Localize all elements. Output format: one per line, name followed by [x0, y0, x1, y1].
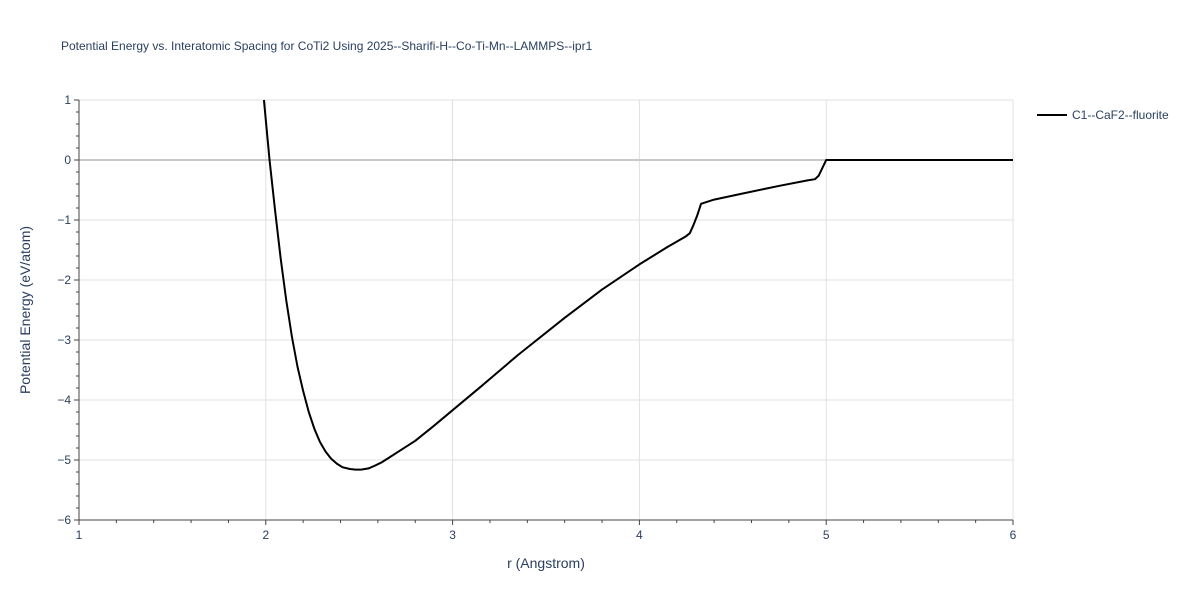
x-axis-title: r (Angstrom): [507, 555, 585, 571]
axis-layer: [74, 99, 1014, 525]
y-tick-label: −2: [57, 273, 71, 287]
x-tick-label: 1: [76, 528, 83, 542]
x-tick-label: 4: [636, 528, 643, 542]
y-axis-title: Potential Energy (eV/atom): [17, 226, 33, 394]
y-tick-label: −5: [57, 453, 71, 467]
y-tick-label: −1: [57, 213, 71, 227]
tick-label-layer: 1 2 3 4 5 6 1 0 −1 −2 −3 −4 −5 −6: [57, 93, 1016, 542]
x-tick-label: 2: [262, 528, 269, 542]
x-tick-label: 5: [823, 528, 830, 542]
y-tick-label: −6: [57, 513, 71, 527]
y-tick-label: −3: [57, 333, 71, 347]
x-tick-label: 3: [449, 528, 456, 542]
legend[interactable]: C1--CaF2--fluorite: [1037, 108, 1169, 122]
grid-layer: [79, 99, 1014, 520]
series-layer: [262, 99, 1013, 471]
y-tick-label: −4: [57, 393, 71, 407]
series-line-0: [262, 99, 1013, 471]
legend-label: C1--CaF2--fluorite: [1072, 108, 1169, 122]
y-tick-label: 1: [64, 93, 71, 107]
chart-title: Potential Energy vs. Interatomic Spacing…: [61, 39, 593, 53]
y-tick-label: 0: [64, 153, 71, 167]
x-tick-label: 6: [1010, 528, 1017, 542]
